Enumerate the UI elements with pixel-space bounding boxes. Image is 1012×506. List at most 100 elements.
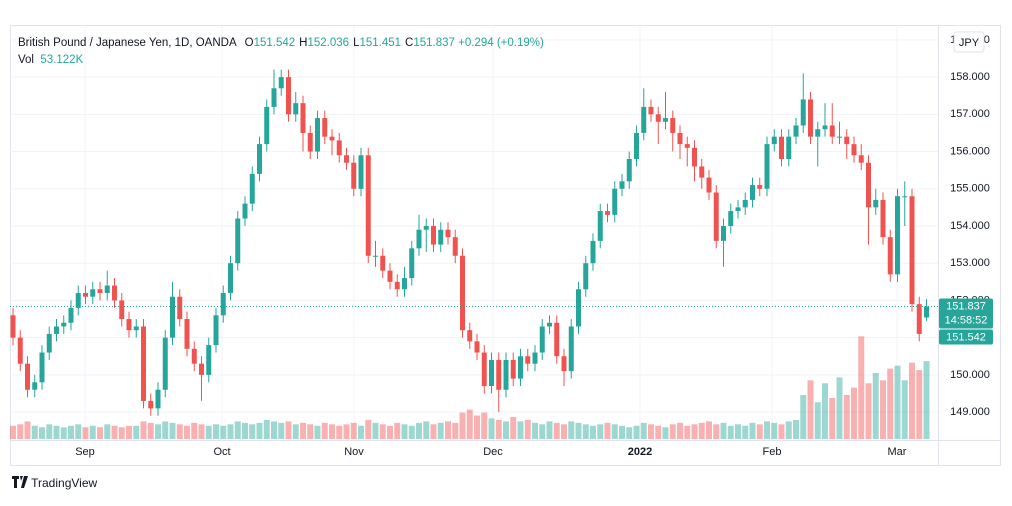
volume-bar bbox=[640, 422, 647, 439]
brand-logo bbox=[12, 476, 28, 488]
candle-body bbox=[895, 196, 900, 275]
volume-bar bbox=[452, 422, 459, 439]
volume-bar bbox=[611, 424, 618, 439]
x-tick-label: Feb bbox=[763, 446, 782, 458]
candle-body bbox=[445, 229, 451, 238]
candle-body bbox=[155, 389, 161, 409]
currency-box[interactable] bbox=[953, 31, 985, 53]
volume-bar bbox=[923, 361, 930, 439]
volume-bar bbox=[184, 425, 190, 439]
candle-body bbox=[583, 263, 589, 290]
volume-bar bbox=[474, 415, 480, 439]
volume-bar bbox=[401, 424, 408, 439]
ohlc-value: 151.542 bbox=[253, 37, 296, 49]
candle-body bbox=[126, 319, 132, 331]
candle-body bbox=[32, 382, 38, 390]
candle-body bbox=[699, 166, 705, 178]
volume-bar bbox=[503, 421, 509, 439]
volume-bar bbox=[698, 422, 705, 439]
candle-body bbox=[387, 270, 393, 282]
volume-bar bbox=[604, 422, 611, 439]
candle-body bbox=[605, 211, 610, 215]
volume-bar bbox=[894, 365, 901, 439]
volume-bar bbox=[31, 425, 38, 439]
candle-body bbox=[278, 77, 284, 89]
volume-bar bbox=[191, 422, 198, 439]
candle-body bbox=[141, 326, 146, 401]
candle-body bbox=[815, 129, 821, 137]
volume-bar bbox=[648, 424, 654, 439]
x-tick-label: Mar bbox=[888, 446, 907, 458]
candle-body bbox=[648, 106, 654, 115]
candle-body bbox=[25, 363, 30, 390]
brand[interactable]: TradingView bbox=[12, 476, 97, 490]
candle-body bbox=[800, 99, 806, 126]
volume-bar bbox=[111, 425, 118, 439]
candle-body bbox=[684, 144, 690, 148]
ohlc-value: 151.837 bbox=[413, 37, 455, 49]
y-tick-label: 156.000 bbox=[950, 145, 990, 157]
candle-body bbox=[880, 199, 886, 238]
volume-bar bbox=[655, 425, 662, 439]
candle-body bbox=[721, 225, 726, 241]
volume-bar bbox=[97, 427, 103, 439]
candle-body bbox=[365, 155, 371, 256]
candle-body bbox=[213, 315, 219, 346]
volume-bar bbox=[242, 422, 248, 439]
candle-body bbox=[902, 196, 908, 198]
volume-bar bbox=[800, 395, 807, 439]
volume-bar bbox=[829, 397, 836, 439]
candle-body bbox=[61, 322, 67, 327]
candle-body bbox=[924, 306, 929, 318]
candle-body bbox=[112, 285, 117, 301]
candle-body bbox=[394, 281, 400, 290]
volume-bar bbox=[916, 370, 923, 439]
y-tick-label: 153.000 bbox=[950, 257, 990, 269]
candle-body bbox=[322, 118, 328, 137]
candle-body bbox=[170, 296, 175, 338]
candle-body bbox=[590, 240, 596, 264]
volume-bar bbox=[162, 421, 169, 439]
open-tag-box bbox=[939, 329, 993, 345]
candle-body bbox=[626, 158, 632, 182]
candle-body bbox=[510, 359, 516, 379]
open-tag-label: 151.542 bbox=[946, 331, 986, 343]
volume-bar bbox=[10, 425, 16, 439]
volume-bar bbox=[307, 424, 314, 439]
candle-body bbox=[344, 155, 349, 163]
candle-body bbox=[808, 99, 813, 137]
volume-bar bbox=[778, 424, 785, 439]
candle-body bbox=[10, 315, 16, 338]
candle-body bbox=[481, 352, 487, 387]
legend-volume: Vol 53.122K bbox=[18, 52, 544, 69]
candle-body bbox=[431, 225, 436, 245]
last-price-label: 151.837 bbox=[946, 300, 986, 312]
ohlc-key: C bbox=[405, 37, 414, 49]
candle-body bbox=[329, 136, 335, 141]
volume-bar bbox=[887, 368, 894, 439]
volume-bar bbox=[880, 380, 886, 439]
x-tick-label: Nov bbox=[344, 446, 364, 458]
volume-bar bbox=[227, 424, 234, 439]
chart-frame bbox=[10, 25, 1001, 466]
currency[interactable]: JPY bbox=[959, 37, 980, 49]
candle-body bbox=[829, 125, 835, 137]
candle-body bbox=[597, 211, 603, 241]
candle-body bbox=[409, 248, 415, 279]
volume-bar bbox=[263, 419, 270, 439]
volume-bar bbox=[735, 424, 741, 439]
candle-body bbox=[489, 359, 494, 387]
candle-body bbox=[191, 348, 197, 364]
candle-body bbox=[518, 356, 523, 379]
volume-bar bbox=[597, 424, 604, 439]
candle-body bbox=[307, 132, 313, 152]
volume-bar bbox=[510, 417, 517, 439]
y-tick-label: 157.000 bbox=[950, 108, 990, 120]
candle-body bbox=[90, 289, 96, 297]
candle-body bbox=[909, 196, 915, 305]
volume-bar bbox=[82, 427, 89, 439]
volume-bar bbox=[466, 409, 473, 439]
y-tick-label: 150.000 bbox=[950, 369, 990, 381]
volume-bar bbox=[669, 424, 676, 439]
